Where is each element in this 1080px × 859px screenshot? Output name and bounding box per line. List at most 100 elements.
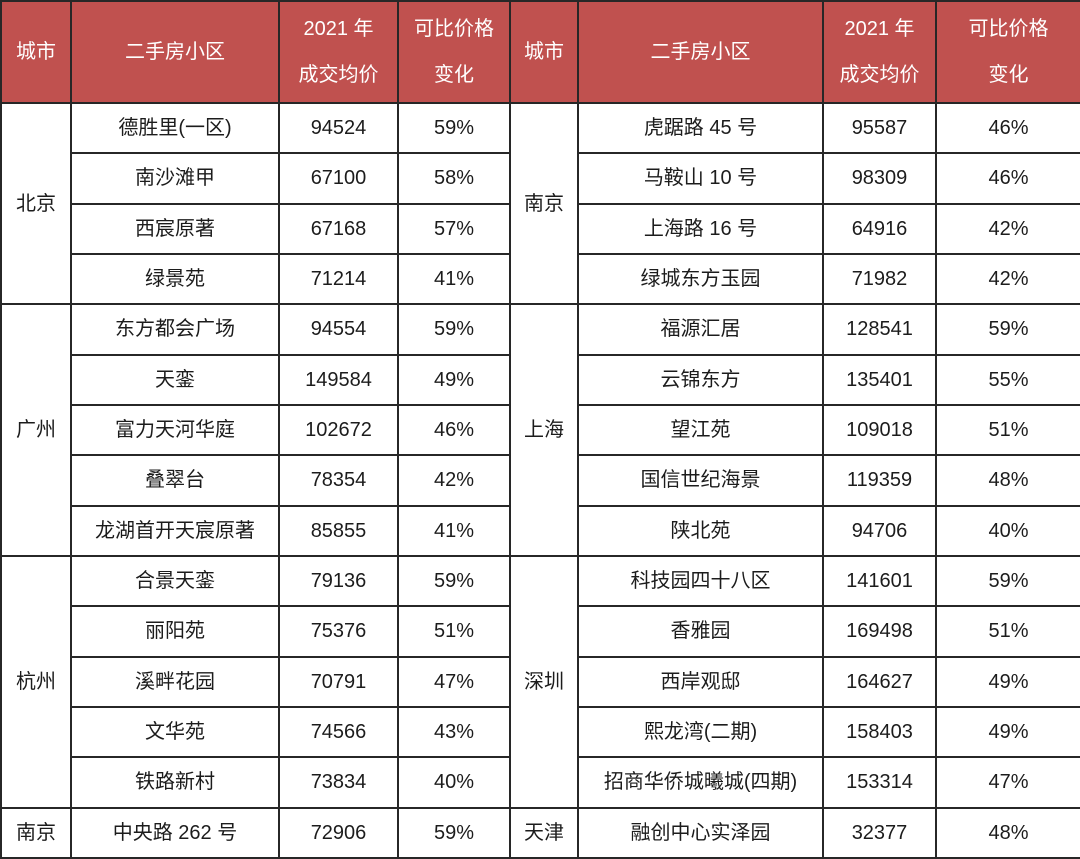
price-cell: 70791 — [278, 655, 399, 708]
price-cell: 98309 — [822, 152, 937, 205]
price-cell: 119359 — [822, 454, 937, 507]
header-price-right: 2021 年 成交均价 — [822, 0, 937, 104]
city-cell-shenzhen: 深圳 — [509, 554, 579, 809]
price-cell: 64916 — [822, 202, 937, 255]
table-row: 南沙滩甲 67100 58% 马鞍山 10 号 98309 46% — [1, 152, 1080, 205]
change-cell: 59% — [397, 806, 511, 859]
change-cell: 55% — [935, 353, 1080, 406]
change-cell: 51% — [397, 605, 511, 658]
community-cell: 福源汇居 — [577, 303, 824, 356]
change-cell: 41% — [397, 504, 511, 557]
change-cell: 51% — [935, 403, 1080, 457]
community-cell: 西宸原著 — [70, 202, 280, 255]
price-cell: 135401 — [822, 353, 937, 406]
change-cell: 47% — [935, 756, 1080, 809]
table-row: 溪畔花园 70791 47% 西岸观邸 164627 49% — [1, 655, 1080, 708]
table-row: 铁路新村 73834 40% 招商华侨城曦城(四期) 153314 47% — [1, 756, 1080, 809]
price-cell: 71982 — [822, 252, 937, 306]
community-cell: 丽阳苑 — [70, 605, 280, 658]
price-cell: 149584 — [278, 353, 399, 406]
change-cell: 42% — [935, 252, 1080, 306]
price-cell: 109018 — [822, 403, 937, 457]
price-cell: 78354 — [278, 454, 399, 507]
table-row: 南京 中央路 262 号 72906 59% 天津 融创中心实泽园 32377 … — [0, 806, 1080, 859]
price-cell: 71214 — [278, 252, 399, 306]
price-cell: 67168 — [278, 202, 399, 255]
community-cell: 熙龙湾(二期) — [577, 705, 824, 759]
community-cell: 合景天銮 — [70, 554, 280, 608]
header-row: 城市 二手房小区 2021 年 成交均价 可比价格 变化 城市 二手房小区 20… — [0, 0, 1080, 104]
table-row: 文华苑 74566 43% 熙龙湾(二期) 158403 49% — [1, 705, 1080, 759]
community-cell: 陕北苑 — [577, 504, 824, 557]
community-cell: 绿景苑 — [70, 252, 280, 306]
change-cell: 43% — [397, 705, 511, 759]
community-cell: 西岸观邸 — [577, 655, 824, 708]
change-cell: 59% — [397, 101, 511, 155]
price-cell: 164627 — [822, 655, 937, 708]
city-cell-nanjing-right: 南京 — [509, 101, 579, 306]
change-cell: 42% — [935, 202, 1080, 255]
community-cell: 东方都会广场 — [70, 303, 280, 356]
price-cell: 94706 — [822, 504, 937, 557]
price-cell: 128541 — [822, 303, 937, 356]
change-cell: 59% — [935, 303, 1080, 356]
community-cell: 马鞍山 10 号 — [577, 152, 824, 205]
community-cell: 文华苑 — [70, 705, 280, 759]
price-cell: 94524 — [278, 101, 399, 155]
city-cell-hangzhou: 杭州 — [0, 554, 72, 809]
community-cell: 上海路 16 号 — [577, 202, 824, 255]
table-row: 天銮 149584 49% 云锦东方 135401 55% — [1, 353, 1080, 406]
table-row: 西宸原著 67168 57% 上海路 16 号 64916 42% — [1, 202, 1080, 255]
price-cell: 158403 — [822, 705, 937, 759]
table-row: 富力天河华庭 102672 46% 望江苑 109018 51% — [1, 403, 1080, 457]
city-cell-nanjing-left: 南京 — [0, 806, 72, 859]
community-cell: 龙湖首开天宸原著 — [70, 504, 280, 557]
header-city-right: 城市 — [509, 0, 579, 104]
change-cell: 59% — [397, 554, 511, 608]
change-cell: 41% — [397, 252, 511, 306]
change-cell: 49% — [397, 353, 511, 406]
community-cell: 虎踞路 45 号 — [577, 101, 824, 155]
city-cell-shanghai: 上海 — [509, 303, 579, 557]
change-cell: 59% — [935, 554, 1080, 608]
change-cell: 48% — [935, 454, 1080, 507]
community-cell: 溪畔花园 — [70, 655, 280, 708]
price-cell: 85855 — [278, 504, 399, 557]
community-cell: 天銮 — [70, 353, 280, 406]
city-cell-tianjin: 天津 — [509, 806, 579, 859]
change-cell: 49% — [935, 705, 1080, 759]
price-cell: 94554 — [278, 303, 399, 356]
city-cell-beijing: 北京 — [0, 101, 72, 306]
community-cell: 云锦东方 — [577, 353, 824, 406]
table-row: 北京 德胜里(一区) 94524 59% 南京 虎踞路 45 号 95587 4… — [0, 101, 1080, 306]
header-community-right: 二手房小区 — [577, 0, 824, 104]
community-cell: 绿城东方玉园 — [577, 252, 824, 306]
table-row: 丽阳苑 75376 51% 香雅园 169498 51% — [1, 605, 1080, 658]
price-cell: 74566 — [278, 705, 399, 759]
price-cell: 153314 — [822, 756, 937, 809]
change-cell: 46% — [935, 152, 1080, 205]
change-cell: 47% — [397, 655, 511, 708]
price-cell: 79136 — [278, 554, 399, 608]
community-cell: 融创中心实泽园 — [577, 806, 824, 859]
community-cell: 香雅园 — [577, 605, 824, 658]
table-row: 广州 东方都会广场 94554 59% 上海 福源汇居 128541 59% — [0, 303, 1080, 557]
community-cell: 南沙滩甲 — [70, 152, 280, 205]
header-community-left: 二手房小区 — [70, 0, 280, 104]
city-cell-guangzhou: 广州 — [0, 303, 72, 557]
price-cell: 73834 — [278, 756, 399, 809]
community-cell: 富力天河华庭 — [70, 403, 280, 457]
change-cell: 40% — [935, 504, 1080, 557]
header-change-left: 可比价格 变化 — [397, 0, 511, 104]
price-cell: 169498 — [822, 605, 937, 658]
price-cell: 32377 — [822, 806, 937, 859]
change-cell: 57% — [397, 202, 511, 255]
change-cell: 42% — [397, 454, 511, 507]
header-price-left: 2021 年 成交均价 — [278, 0, 399, 104]
community-cell: 科技园四十八区 — [577, 554, 824, 608]
table-row: 叠翠台 78354 42% 国信世纪海景 119359 48% — [1, 454, 1080, 507]
header-change-right: 可比价格 变化 — [935, 0, 1080, 104]
price-cell: 141601 — [822, 554, 937, 608]
price-cell: 95587 — [822, 101, 937, 155]
